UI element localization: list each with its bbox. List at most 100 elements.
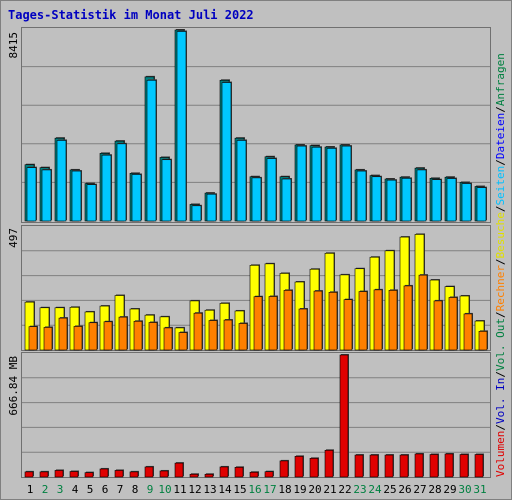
bar-hosts [28, 326, 38, 351]
bar-hosts [403, 285, 413, 351]
bar-hosts [268, 296, 278, 351]
bar-hosts [73, 326, 83, 351]
bar-hosts [418, 274, 428, 351]
bar-hosts [103, 321, 113, 351]
bar-volume [369, 454, 379, 478]
gridlines-bot [22, 377, 490, 453]
day-label: 31 [473, 483, 486, 496]
day-label: 14 [218, 483, 232, 496]
bar-volume [174, 462, 184, 478]
bars-volume [24, 354, 484, 478]
legend-entry: Vol. Out [494, 318, 507, 371]
chart-title: Tages-Statistik im Monat Juli 2022 [8, 8, 254, 22]
bar-volume [189, 473, 199, 478]
bar-files [146, 79, 157, 222]
day-label: 17 [263, 483, 276, 496]
bar-hosts [223, 319, 233, 351]
day-label: 7 [117, 483, 124, 496]
day-label: 21 [323, 483, 336, 496]
vertical-legend: Volumen/Vol. In/Vol. Out/Rechner/Besuche… [494, 53, 507, 477]
day-label: 29 [443, 483, 456, 496]
day-label: 20 [308, 483, 321, 496]
bar-files [446, 178, 457, 222]
bar-volume [459, 454, 469, 478]
bar-files [326, 148, 337, 222]
bar-hosts [328, 292, 338, 351]
bar-volume [264, 471, 274, 478]
bar-hosts [343, 299, 353, 351]
legend-entry: / [494, 424, 507, 431]
legend-entry: Vol. In [494, 378, 507, 424]
day-label: 11 [173, 483, 186, 496]
day-label: 30 [458, 483, 471, 496]
bar-hosts [118, 316, 128, 351]
bar-volume [234, 467, 244, 478]
bar-files [266, 158, 277, 222]
bar-files [386, 179, 397, 222]
bar-volume [339, 354, 349, 478]
legend-entry: / [494, 205, 507, 212]
y-max-label-bot: 666.84 MB [7, 356, 20, 416]
bar-volume [414, 453, 424, 478]
bar-volume [54, 470, 64, 478]
day-label: 2 [42, 483, 49, 496]
bar-hosts [448, 297, 458, 351]
bar-hosts [238, 323, 248, 351]
bar-hosts [433, 300, 443, 351]
bar-files [281, 178, 292, 222]
bar-hosts [283, 290, 293, 351]
day-label: 12 [188, 483, 201, 496]
bar-hosts [253, 296, 263, 351]
day-label: 1 [27, 483, 34, 496]
bar-hosts [163, 327, 173, 351]
bar-files [206, 193, 217, 222]
bar-files [236, 140, 247, 222]
day-label: 10 [158, 483, 171, 496]
bar-volume [144, 466, 154, 478]
day-label: 6 [102, 483, 109, 496]
bar-files [311, 146, 322, 222]
bar-files [356, 170, 367, 222]
bar-hosts [208, 320, 218, 351]
legend-entry: / [494, 311, 507, 318]
bar-files [71, 170, 82, 222]
day-label: 27 [413, 483, 426, 496]
day-label: 22 [338, 483, 351, 496]
bar-hosts [88, 322, 98, 351]
legend-entry: Dateien [494, 113, 507, 159]
bar-files [476, 187, 487, 222]
legend-entry: / [494, 371, 507, 378]
bars-requests [24, 29, 487, 222]
y-max-label-top: 8415 [7, 32, 20, 59]
day-label: 24 [368, 483, 382, 496]
day-label: 18 [278, 483, 291, 496]
day-label: 25 [383, 483, 396, 496]
bar-hosts [388, 290, 398, 351]
bar-volume [219, 466, 229, 478]
bar-files [251, 177, 262, 222]
bar-volume [99, 468, 109, 478]
day-label: 3 [57, 483, 64, 496]
day-label: 9 [147, 483, 154, 496]
bar-volume [159, 470, 169, 478]
bar-files [26, 167, 37, 222]
day-label: 28 [428, 483, 441, 496]
bar-volume [384, 454, 394, 478]
bar-files [371, 176, 382, 222]
bar-files [101, 154, 112, 222]
bar-volume [354, 454, 364, 478]
day-label: 26 [398, 483, 411, 496]
bar-volume [309, 458, 319, 478]
day-label: 5 [87, 483, 94, 496]
legend-entry: Volumen [494, 431, 507, 477]
day-label: 19 [293, 483, 306, 496]
bar-hosts [463, 313, 473, 351]
day-label: 4 [72, 483, 79, 496]
bar-hosts [43, 327, 53, 351]
bar-files [341, 145, 352, 222]
bar-hosts [313, 290, 323, 351]
bar-volume [39, 471, 49, 478]
bar-files [176, 31, 187, 222]
legend-entry: / [494, 258, 507, 265]
